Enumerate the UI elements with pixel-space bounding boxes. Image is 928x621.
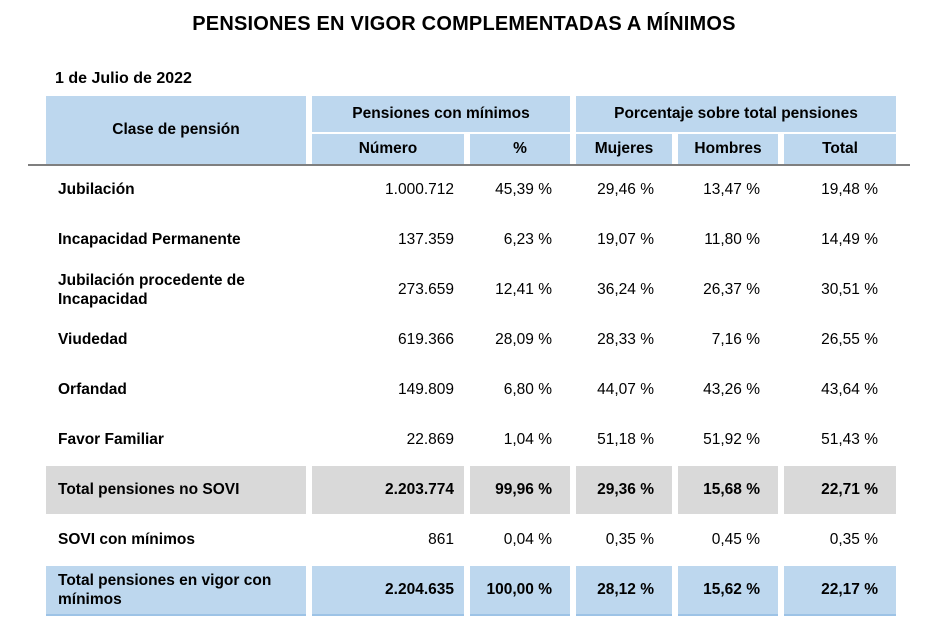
row-label-cell: Total pensiones no SOVI (46, 466, 306, 514)
total-cell: 19,48 % (821, 181, 878, 199)
numero-cell: 273.659 (397, 281, 454, 299)
row-label-cell: SOVI con mínimos (58, 531, 195, 549)
table-row-total-no-sovi: Total pensiones no SOVI 2.203.774 99,96 … (46, 466, 896, 514)
pct-cell: 100,00 % (470, 566, 570, 616)
table-body: Jubilación 1.000.712 45,39 % 29,46 % 13,… (46, 166, 896, 616)
numero-cell: 861 (428, 531, 454, 549)
total-cell: 14,49 % (821, 231, 878, 249)
pct-cell: 28,09 % (495, 331, 552, 349)
hombres-cell: 11,80 % (704, 231, 760, 249)
total-cell: 22,71 % (784, 466, 896, 514)
row-label-cell: Viudedad (58, 331, 128, 349)
row-label-cell: Total pensiones en vigor con mínimos (46, 566, 306, 616)
subheader-total: Total (784, 134, 896, 164)
total-cell: 51,43 % (821, 431, 878, 449)
subheader-pct: % (470, 134, 570, 164)
hombres-cell: 15,62 % (678, 566, 778, 616)
page-title: PENSIONES EN VIGOR COMPLEMENTADAS A MÍNI… (192, 13, 736, 35)
pct-cell: 1,04 % (503, 431, 552, 449)
numero-cell: 149.809 (397, 381, 454, 399)
total-cell: 26,55 % (821, 331, 878, 349)
pensions-table: Clase de pensión Pensiones con mínimos P… (40, 94, 902, 618)
hombres-cell: 15,68 % (678, 466, 778, 514)
group-header-pensiones-con-minimos: Pensiones con mínimos (312, 96, 570, 132)
table-row-total-en-vigor: Total pensiones en vigor con mínimos 2.2… (46, 566, 896, 616)
report-date: 1 de Julio de 2022 (55, 70, 192, 87)
mujeres-cell: 28,12 % (576, 566, 672, 616)
subheader-mujeres: Mujeres (576, 134, 672, 164)
mujeres-cell: 0,35 % (605, 531, 654, 549)
header-group-row: Clase de pensión Pensiones con mínimos P… (46, 96, 896, 164)
subheader-numero: Número (312, 134, 464, 164)
corner-header-cell: Clase de pensión (46, 96, 306, 164)
row-label-cell: Favor Familiar (58, 431, 164, 449)
mujeres-cell: 36,24 % (597, 281, 654, 299)
total-cell: 30,51 % (821, 281, 878, 299)
numero-cell: 137.359 (397, 231, 454, 249)
numero-cell: 22.869 (406, 431, 454, 449)
mujeres-cell: 28,33 % (597, 331, 654, 349)
subheader-hombres: Hombres (678, 134, 778, 164)
total-cell: 0,35 % (829, 531, 878, 549)
pct-cell: 6,23 % (503, 231, 552, 249)
hombres-cell: 0,45 % (711, 531, 760, 549)
table-row: Jubilación 1.000.712 45,39 % 29,46 % 13,… (46, 166, 896, 214)
mujeres-cell: 29,36 % (576, 466, 672, 514)
hombres-cell: 7,16 % (711, 331, 760, 349)
pct-cell: 45,39 % (495, 181, 552, 199)
table-row: Viudedad 619.366 28,09 % 28,33 % 7,16 % … (46, 316, 896, 364)
row-label-cell: Jubilación (58, 181, 135, 199)
row-label-cell: Jubilación procedente de Incapacidad (58, 271, 245, 308)
mujeres-cell: 51,18 % (597, 431, 654, 449)
row-label-cell: Orfandad (58, 381, 127, 399)
group-header-porcentaje-total: Porcentaje sobre total pensiones (576, 96, 896, 132)
numero-cell: 2.203.774 (312, 466, 464, 514)
header-divider-line (28, 164, 910, 166)
pct-cell: 99,96 % (470, 466, 570, 514)
pct-cell: 0,04 % (503, 531, 552, 549)
hombres-cell: 26,37 % (703, 281, 760, 299)
header-sub-row: Número % Mujeres Hombres Total (46, 134, 896, 164)
hombres-cell: 43,26 % (703, 381, 760, 399)
pct-cell: 12,41 % (495, 281, 552, 299)
mujeres-cell: 44,07 % (597, 381, 654, 399)
numero-cell: 2.204.635 (312, 566, 464, 616)
pct-cell: 6,80 % (503, 381, 552, 399)
hombres-cell: 51,92 % (703, 431, 760, 449)
pensions-table-container: Clase de pensión Pensiones con mínimos P… (28, 94, 910, 618)
total-cell: 22,17 % (784, 566, 896, 616)
numero-cell: 1.000.712 (385, 181, 454, 199)
table-row: Jubilación procedente de Incapacidad 273… (46, 266, 896, 314)
table-row: Incapacidad Permanente 137.359 6,23 % 19… (46, 216, 896, 264)
table-header: Clase de pensión Pensiones con mínimos P… (46, 96, 896, 164)
mujeres-cell: 29,46 % (597, 181, 654, 199)
hombres-cell: 13,47 % (703, 181, 760, 199)
numero-cell: 619.366 (397, 331, 454, 349)
row-label-cell: Incapacidad Permanente (58, 231, 241, 249)
table-row: Favor Familiar 22.869 1,04 % 51,18 % 51,… (46, 416, 896, 464)
mujeres-cell: 19,07 % (597, 231, 654, 249)
table-row: SOVI con mínimos 861 0,04 % 0,35 % 0,45 … (46, 516, 896, 564)
table-row: Orfandad 149.809 6,80 % 44,07 % 43,26 % … (46, 366, 896, 414)
total-cell: 43,64 % (821, 381, 878, 399)
